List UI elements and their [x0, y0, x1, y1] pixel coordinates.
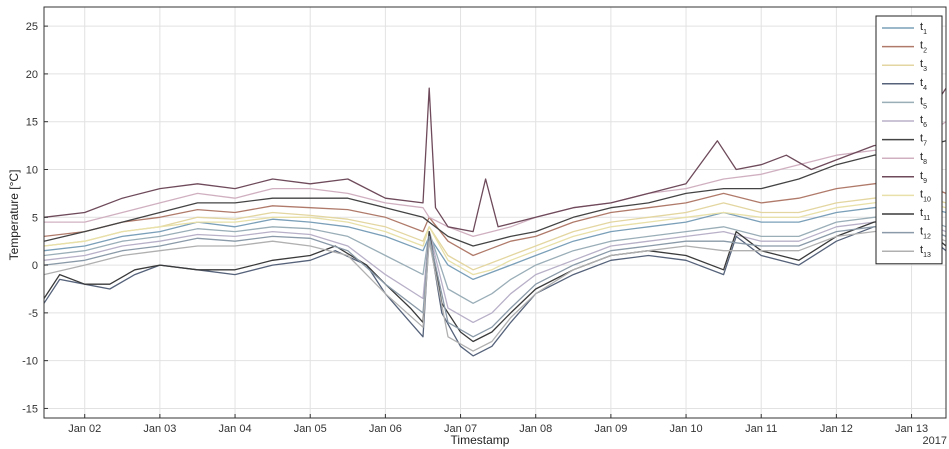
series-line-t13	[43, 226, 947, 352]
y-tick-label: 0	[32, 260, 38, 272]
x-tick-label: Jan 07	[444, 423, 477, 435]
series-lines	[43, 87, 947, 357]
series-line-t5	[43, 211, 947, 304]
legend-label-base: t	[920, 188, 923, 200]
x-tick-label: Jan 02	[68, 423, 101, 435]
legend-label-base: t	[920, 207, 923, 219]
legend-label: t11	[920, 207, 930, 222]
legend-label-subscript: 12	[923, 234, 931, 241]
legend-label: t8	[920, 151, 927, 166]
legend-label-base: t	[920, 114, 923, 126]
legend-label: t2	[920, 40, 927, 55]
legend-label-base: t	[920, 77, 923, 89]
legend-label: t3	[920, 58, 927, 73]
legend-label-subscript: 11	[923, 215, 930, 222]
series-line-t10	[43, 197, 947, 276]
x-axis-label: Timestamp	[451, 433, 510, 447]
series-line-t9	[43, 87, 947, 233]
legend-label-subscript: 9	[923, 178, 927, 185]
legend-label-subscript: 6	[923, 122, 927, 129]
x-tick-label: Jan 04	[219, 423, 252, 435]
series-line-t1	[43, 202, 947, 281]
legend-label: t4	[920, 77, 927, 92]
legend-label-subscript: 7	[923, 141, 927, 148]
legend-label-base: t	[920, 21, 923, 33]
plot-frame	[43, 6, 947, 419]
x-tick-label: Jan 11	[745, 423, 777, 435]
y-tick-label: 25	[26, 21, 38, 33]
legend-label-base: t	[920, 244, 923, 256]
legend-label: t5	[920, 95, 927, 110]
x-tick-label: Jan 06	[369, 423, 402, 435]
x-tick-label: Jan 08	[519, 423, 552, 435]
y-tick-label: 5	[32, 212, 38, 224]
series-line-t3	[43, 192, 947, 271]
y-tick-label: 10	[26, 164, 38, 176]
legend-label-subscript: 13	[923, 252, 931, 259]
x-axis-year-label: 2017	[923, 435, 947, 447]
legend-label-subscript: 10	[923, 196, 931, 203]
legend-label-subscript: 1	[923, 29, 927, 36]
x-tick-label: Jan 13	[895, 423, 928, 435]
y-tick-label: 20	[26, 69, 38, 81]
series-line-t2	[43, 178, 947, 257]
y-tick-label: -5	[28, 308, 38, 320]
legend-label-base: t	[920, 95, 923, 107]
legend-label-subscript: 2	[923, 48, 927, 55]
y-tick-label: -10	[22, 356, 38, 368]
series-line-t6	[43, 216, 947, 324]
legend-label: t6	[920, 114, 927, 129]
legend-label: t13	[920, 244, 931, 259]
legend-label: t12	[920, 226, 931, 241]
legend-label-base: t	[920, 58, 923, 70]
legend-label: t10	[920, 188, 931, 203]
y-tick-label: -15	[22, 403, 38, 415]
legend-label-base: t	[920, 170, 923, 182]
legend-label-base: t	[920, 226, 923, 238]
series-line-t12	[43, 221, 947, 338]
legend-label-base: t	[920, 40, 923, 52]
series-line-t11	[43, 216, 947, 343]
legend-label: t9	[920, 170, 927, 185]
y-axis-ticks: 25 20 15 10 5 0 -5 -10 -15	[22, 21, 48, 415]
legend-label-subscript: 4	[923, 85, 927, 92]
y-axis-label: Temperature [°C]	[7, 170, 21, 261]
x-tick-label: Jan 10	[670, 423, 703, 435]
legend-label-subscript: 5	[923, 103, 927, 110]
x-axis-ticks: Jan 02 Jan 03 Jan 04 Jan 05 Jan 06 Jan 07 Jan …	[68, 414, 928, 435]
x-tick-label: Jan 05	[294, 423, 327, 435]
y-tick-label: 15	[26, 117, 38, 129]
series-line-t8	[44, 121, 947, 238]
x-tick-label: Jan 12	[820, 423, 853, 435]
legend-label-base: t	[920, 133, 923, 145]
series-line-t7	[43, 140, 947, 247]
legend-label: t1	[920, 21, 927, 36]
legend-label-subscript: 8	[923, 159, 927, 166]
legend-label-subscript: 3	[923, 66, 927, 73]
x-tick-label: Jan 09	[594, 423, 627, 435]
x-tick-label: Jan 03	[143, 423, 176, 435]
legend-label: t7	[920, 133, 927, 148]
legend-label-base: t	[920, 151, 923, 163]
